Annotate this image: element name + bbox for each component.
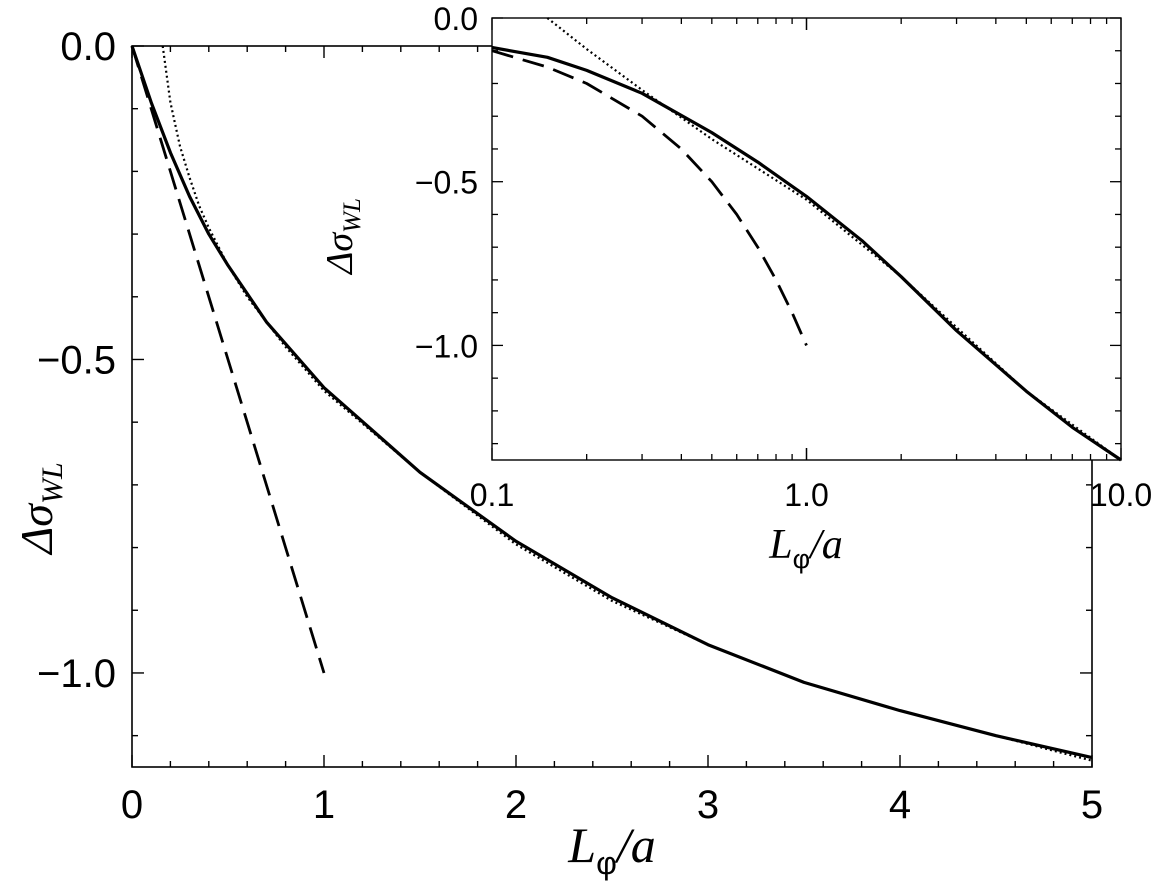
inset-x-axis-title: Lφ/a (768, 522, 843, 574)
main-x-axis-title-sub: φ (596, 845, 617, 881)
main-x-axis-title: Lφ/a (567, 817, 655, 881)
main-series (130, 45, 1093, 762)
inset-x-axis-title-base: L (768, 522, 792, 568)
inset-series-dashed (491, 49, 808, 346)
inset-y-tick-label: 0.0 (434, 1, 478, 37)
main-x-tick-label: 0 (121, 783, 143, 827)
inset-x-tick-label: 10.0 (1090, 477, 1152, 513)
inset-x-axis-title-rest: /a (808, 522, 843, 568)
main-y-tick-label: −1.0 (37, 652, 116, 696)
inset-x-axis-title-sub: φ (793, 544, 811, 574)
main-x-tick-label: 2 (505, 783, 527, 827)
main-series-solid (130, 45, 1093, 760)
inset-chart: 0.1 1.0 10.0 0.0 −0.5 −1.0 Lφ/a ΔσWL (319, 1, 1152, 574)
inset-y-tick-label: −1.0 (415, 328, 478, 364)
main-y-axis-title: ΔσWL (11, 462, 69, 555)
main-series-dashed (130, 45, 326, 674)
inset-y-axis-title-base: Δσ (319, 232, 361, 276)
inset-ticks (491, 17, 1122, 460)
inset-y-axis-title-sub: WL (339, 198, 366, 233)
main-x-axis-title-rest: /a (614, 817, 656, 873)
inset-series (491, 17, 1122, 462)
main-series-dotted (161, 45, 1093, 762)
inset-y-axis-title: ΔσWL (319, 198, 366, 276)
main-x-tick-label: 3 (697, 783, 719, 827)
inset-x-tick-label: 1.0 (784, 477, 828, 513)
main-y-axis-title-base: Δσ (11, 502, 62, 556)
main-y-tick-label: 0.0 (60, 25, 116, 69)
main-x-tick-label: 4 (889, 783, 911, 827)
inset-series-dotted (546, 17, 1122, 461)
main-tick-labels: 0 1 2 3 4 5 0.0 −0.5 −1.0 (37, 25, 1103, 827)
main-x-tick-label: 1 (313, 783, 335, 827)
inset-y-tick-label: −0.5 (415, 165, 478, 201)
main-y-tick-label: −0.5 (37, 338, 116, 382)
main-y-axis-title-sub: WL (36, 462, 69, 504)
main-chart: 0 1 2 3 4 50.0−0.5−1.0 Lφ/a ΔσWL (11, 25, 1103, 881)
inset-plot-frame (491, 17, 1122, 461)
inset-tick-labels: 0.1 1.0 10.0 0.0 −0.5 −1.0 (415, 1, 1152, 513)
inset-series-solid (491, 45, 1122, 462)
main-x-tick-label: 5 (1081, 783, 1103, 827)
main-x-axis-title-base: L (567, 817, 596, 873)
inset-x-tick-label: 0.1 (470, 477, 514, 513)
